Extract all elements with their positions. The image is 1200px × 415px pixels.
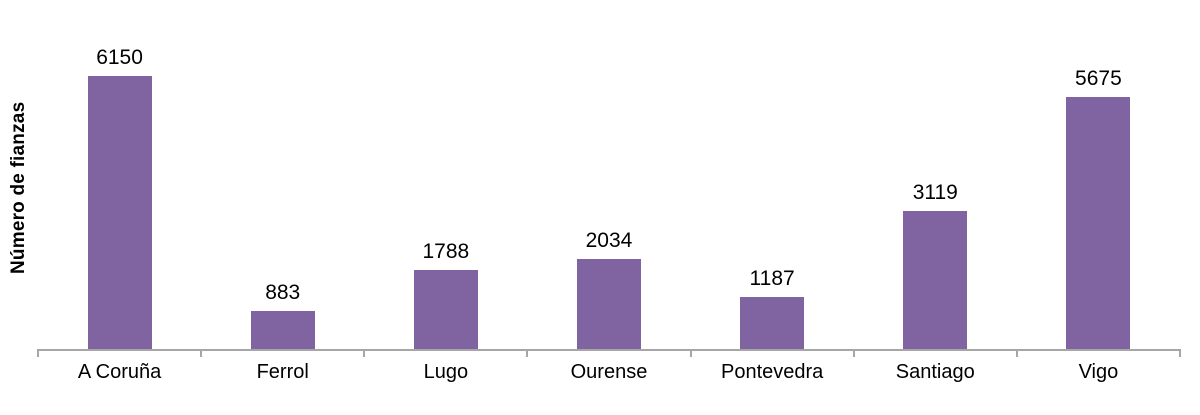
category-label: Ferrol: [256, 361, 309, 383]
bars-layer: 6150 883 1788 2034 1187 3119 5675: [38, 0, 1180, 350]
bar-value-label: 1788: [422, 240, 470, 264]
category-label: Pontevedra: [720, 361, 824, 383]
bar-value-label: 6150: [96, 46, 143, 70]
axis-tick: [689, 350, 692, 357]
axis-tick: [37, 350, 39, 357]
bar: [1066, 97, 1131, 350]
axis-tick: [852, 350, 855, 357]
bar-slot: 1788: [364, 0, 527, 350]
y-axis-title: Número de fianzas: [8, 101, 29, 275]
bar-slot: 883: [201, 0, 364, 350]
bar-slot: 2034: [527, 0, 690, 350]
axis-tick: [200, 350, 203, 357]
bar-slot: 5675: [1017, 0, 1180, 350]
bar-slot: 6150: [38, 0, 201, 350]
bar-value-label: 883: [265, 280, 301, 304]
bar-value-label: 3119: [912, 181, 958, 205]
bar-slot: 3119: [854, 0, 1017, 350]
category-label: A Coruña: [77, 361, 162, 383]
bar: [87, 76, 152, 350]
axis-tick: [1179, 350, 1181, 357]
category-label: Ourense: [570, 361, 648, 383]
axis-tick: [1015, 350, 1018, 357]
bar-value-label: 2034: [585, 229, 633, 253]
category-label: Vigo: [1078, 361, 1119, 383]
bar: [413, 270, 478, 350]
bar-value-label: 1187: [749, 267, 795, 291]
bar: [250, 310, 315, 350]
plot-area: 6150 883 1788 2034 1187 3119 5675: [38, 0, 1180, 350]
x-axis-line: [37, 349, 1181, 351]
x-axis-ticks: [37, 350, 1181, 358]
category-label: Santiago: [895, 361, 975, 383]
category-label: Lugo: [423, 361, 469, 383]
bar: [576, 259, 641, 350]
bar-slot: 1187: [691, 0, 854, 350]
bar-value-label: 5675: [1075, 67, 1122, 91]
bar: [740, 297, 805, 350]
category-labels-row: A Coruña Ferrol Lugo Ourense Pontevedra Santi…: [38, 361, 1180, 384]
axis-tick: [363, 350, 366, 357]
axis-tick: [526, 350, 529, 357]
bar: [903, 211, 968, 350]
